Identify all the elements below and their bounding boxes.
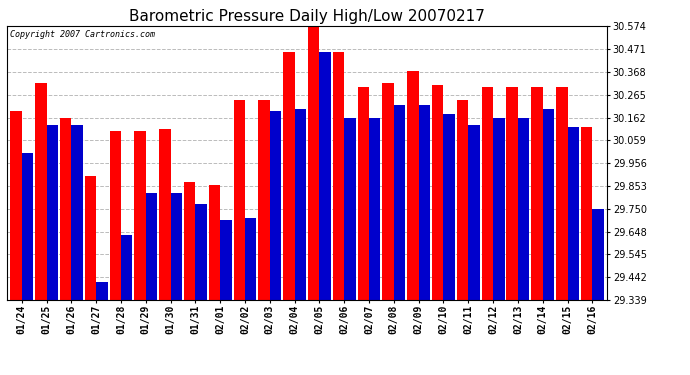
Bar <box>135 131 146 300</box>
Bar <box>85 176 96 300</box>
Bar <box>110 131 121 300</box>
Bar <box>60 118 71 300</box>
Bar <box>245 218 257 300</box>
Text: Copyright 2007 Cartronics.com: Copyright 2007 Cartronics.com <box>10 30 155 39</box>
Bar <box>308 27 319 300</box>
Bar <box>531 87 543 300</box>
Bar <box>270 111 282 300</box>
Bar <box>96 282 108 300</box>
Bar <box>10 111 22 300</box>
Bar <box>518 118 529 300</box>
Bar <box>382 82 394 300</box>
Bar <box>469 124 480 300</box>
Title: Barometric Pressure Daily High/Low 20070217: Barometric Pressure Daily High/Low 20070… <box>129 9 485 24</box>
Bar <box>556 87 567 300</box>
Bar <box>457 100 469 300</box>
Bar <box>184 182 195 300</box>
Bar <box>407 72 419 300</box>
Bar <box>121 236 132 300</box>
Bar <box>195 204 207 300</box>
Bar <box>234 100 245 300</box>
Bar <box>344 118 355 300</box>
Bar <box>319 51 331 300</box>
Bar <box>146 194 157 300</box>
Bar <box>220 220 232 300</box>
Bar <box>283 51 295 300</box>
Bar <box>259 100 270 300</box>
Bar <box>482 87 493 300</box>
Bar <box>170 194 182 300</box>
Bar <box>567 127 579 300</box>
Bar <box>592 209 604 300</box>
Bar <box>506 87 518 300</box>
Bar <box>35 82 47 300</box>
Bar <box>357 87 369 300</box>
Bar <box>47 124 58 300</box>
Bar <box>159 129 170 300</box>
Bar <box>432 85 444 300</box>
Bar <box>369 118 380 300</box>
Bar <box>419 105 430 300</box>
Bar <box>581 127 592 300</box>
Bar <box>295 109 306 300</box>
Bar <box>209 184 220 300</box>
Bar <box>543 109 554 300</box>
Bar <box>333 51 344 300</box>
Bar <box>444 114 455 300</box>
Bar <box>71 124 83 300</box>
Bar <box>22 153 33 300</box>
Bar <box>493 118 504 300</box>
Bar <box>394 105 405 300</box>
